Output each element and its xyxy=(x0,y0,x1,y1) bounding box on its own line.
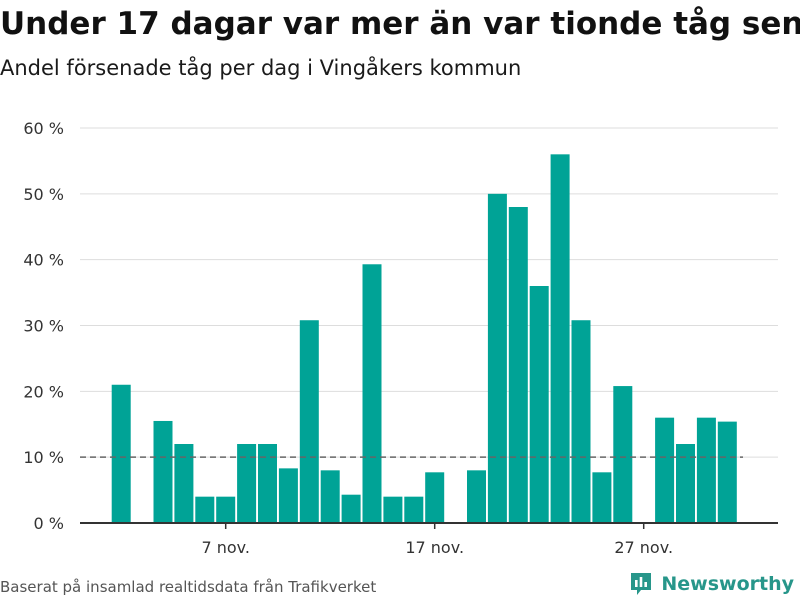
bar xyxy=(174,444,194,523)
y-tick-label: 50 % xyxy=(23,185,64,204)
bar xyxy=(341,494,361,523)
bar xyxy=(320,470,340,523)
bar xyxy=(529,286,549,523)
bar xyxy=(676,444,695,523)
y-tick-label: 40 % xyxy=(23,251,64,270)
chart-subtitle: Andel försenade tåg per dag i Vingåkers … xyxy=(0,56,522,80)
bar xyxy=(717,421,737,523)
bar xyxy=(153,420,173,523)
y-tick-label: 20 % xyxy=(23,382,64,401)
brand-logo: Newsworthy xyxy=(629,569,794,599)
bar xyxy=(278,468,298,523)
bar xyxy=(258,444,277,523)
bar xyxy=(425,472,445,523)
bar xyxy=(299,320,319,523)
bar xyxy=(613,386,633,523)
y-tick-label: 10 % xyxy=(23,448,64,467)
chart-title: Under 17 dagar var mer än var tionde tåg… xyxy=(0,6,800,42)
bar xyxy=(571,320,591,523)
bar xyxy=(404,496,424,523)
bar xyxy=(655,417,675,523)
bar xyxy=(508,207,528,523)
bar xyxy=(216,496,236,523)
bar xyxy=(237,444,257,523)
bar xyxy=(195,496,215,523)
bar-chart-icon xyxy=(631,573,652,595)
bar xyxy=(467,470,486,523)
brand-name: Newsworthy xyxy=(661,573,794,595)
bar xyxy=(550,154,570,523)
y-tick-label: 0 % xyxy=(34,514,64,533)
bar xyxy=(383,496,403,523)
bar xyxy=(487,193,507,523)
bar xyxy=(362,264,382,523)
source-note: Baserat på insamlad realtidsdata från Tr… xyxy=(0,578,377,596)
y-tick-label: 30 % xyxy=(23,317,64,336)
x-tick-label: 7 nov. xyxy=(201,538,250,557)
bar xyxy=(696,417,716,523)
y-tick-label: 60 % xyxy=(23,119,64,138)
x-tick-label: 27 nov. xyxy=(614,538,673,557)
bar xyxy=(592,472,612,523)
bar xyxy=(111,384,131,523)
x-tick-label: 17 nov. xyxy=(405,538,464,557)
